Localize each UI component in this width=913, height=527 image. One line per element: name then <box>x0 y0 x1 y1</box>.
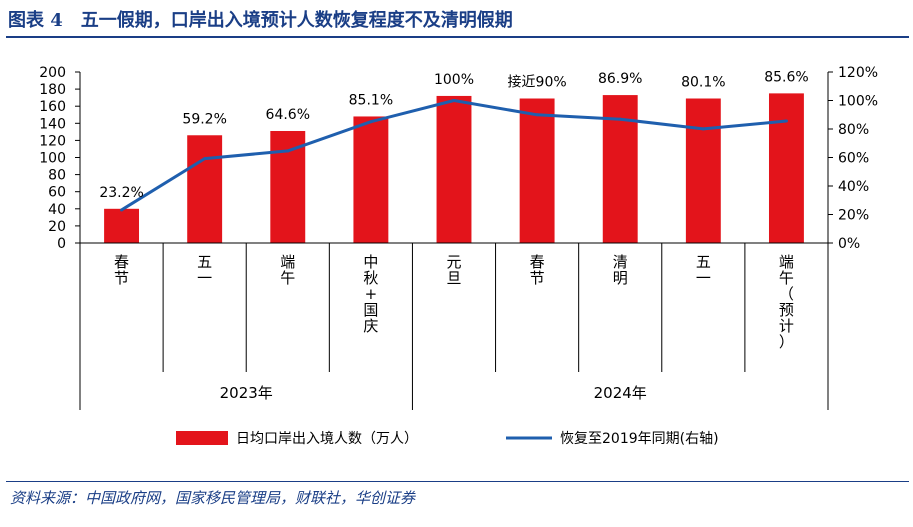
bar <box>768 93 804 243</box>
data-label: 85.6% <box>764 69 808 85</box>
data-label: 接近90% <box>508 74 567 91</box>
category-label: 元旦 <box>446 253 461 287</box>
y-right-tick-label: 80% <box>838 122 869 138</box>
data-label: 64.6% <box>266 107 310 123</box>
legend: 日均口岸出入境人数（万人） 恢复至2019年同期(右轴) <box>176 430 719 447</box>
line-series <box>120 99 788 212</box>
category-labels: 春节 五一 端午 中秋+国庆 元旦 春节 清明 五一 端午（预计） <box>114 253 794 351</box>
y-left-tick-label: 200 <box>39 65 66 81</box>
data-labels: 23.2% 59.2% 64.6% 85.1% 100% 接近90% 86.9% 80.1% 8… <box>99 69 808 200</box>
y-right-axis: 0% 20% 40% 60% 80% 100% 120% <box>828 65 878 252</box>
y-right-tick-label: 120% <box>838 65 878 81</box>
bar <box>436 95 472 243</box>
category-label: 春节 <box>530 253 545 287</box>
y-left-tick-label: 60 <box>48 185 66 201</box>
data-label: 85.1% <box>349 92 393 108</box>
y-right-tick-label: 0% <box>838 236 860 252</box>
group-labels: 2023年 2024年 <box>220 384 647 402</box>
title-rule <box>6 36 909 38</box>
footer-rule <box>6 481 909 482</box>
line-point <box>452 99 456 102</box>
bar-series <box>104 93 804 244</box>
bar <box>104 208 140 243</box>
line-point <box>784 119 788 123</box>
line-point <box>286 149 290 153</box>
data-label: 23.2% <box>99 185 143 201</box>
line-point <box>618 117 622 121</box>
y-right-tick-label: 40% <box>838 179 869 195</box>
y-left-tick-label: 0 <box>57 236 66 252</box>
data-label: 100% <box>434 72 474 88</box>
category-label: 春节 <box>114 253 129 287</box>
line-point <box>369 120 373 124</box>
legend-swatch-bars <box>176 431 228 445</box>
y-left-tick-label: 120 <box>39 133 66 149</box>
category-label: 中秋+国庆 <box>363 253 378 335</box>
y-left-tick-label: 100 <box>39 151 66 167</box>
data-label: 59.2% <box>182 111 226 127</box>
data-label: 80.1% <box>681 75 725 91</box>
line-point <box>701 127 705 131</box>
y-left-tick-label: 140 <box>39 116 66 132</box>
y-right-tick-label: 20% <box>838 208 869 224</box>
category-label: 清明 <box>613 253 628 287</box>
group-label: 2024年 <box>594 384 647 402</box>
y-left-tick-label: 80 <box>48 168 66 184</box>
bar <box>519 98 555 243</box>
bar <box>353 116 389 243</box>
line-point <box>120 208 124 212</box>
y-left-tick-label: 20 <box>48 219 66 235</box>
source-note: 资料来源：中国政府网，国家移民管理局，财联社，华创证券 <box>10 489 416 507</box>
legend-label-line: 恢复至2019年同期(右轴) <box>560 430 719 447</box>
y-right-tick-label: 100% <box>838 94 878 110</box>
group-label: 2023年 <box>220 384 273 402</box>
category-label: 五一 <box>197 253 212 287</box>
category-label: 五一 <box>696 253 711 287</box>
y-left-tick-label: 180 <box>39 82 66 98</box>
line-point <box>203 157 207 161</box>
category-label: 端午（预计） <box>779 253 794 351</box>
bar <box>685 98 721 243</box>
y-left-tick-label: 40 <box>48 202 66 218</box>
data-label: 86.9% <box>598 71 642 87</box>
line-point <box>535 113 539 117</box>
y-right-tick-label: 60% <box>838 151 869 167</box>
chart-title: 图表 4 五一假期，口岸出入境预计人数恢复程度不及清明假期 <box>8 10 513 31</box>
category-label: 端午 <box>280 253 295 287</box>
y-left-tick-label: 160 <box>39 99 66 115</box>
axes <box>79 72 829 410</box>
bar <box>187 135 223 243</box>
legend-label-bars: 日均口岸出入境人数（万人） <box>236 431 418 447</box>
